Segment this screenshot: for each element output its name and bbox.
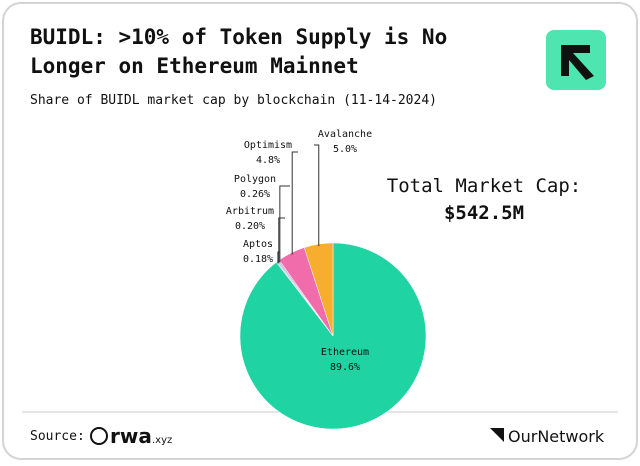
source-label: Source: — [30, 429, 85, 444]
chart-title: Longer on Ethereum Mainnet — [30, 54, 359, 78]
source-logo: rwa — [110, 424, 152, 448]
slice-label: Ethereum — [321, 347, 369, 358]
slice-label: Optimism — [244, 140, 292, 151]
leader-line — [279, 185, 290, 263]
annotation-label: Total Market Cap: — [387, 175, 581, 197]
chart-title: BUIDL: >10% of Token Supply is No — [30, 25, 447, 49]
slice-value: 0.18% — [243, 254, 273, 265]
leader-line — [278, 217, 285, 263]
slice-label: Arbitrum — [226, 206, 274, 217]
slice-value: 4.8% — [256, 155, 280, 166]
slice-value: 0.26% — [240, 189, 270, 200]
slice-value: 0.20% — [235, 221, 265, 232]
brand-name: OurNetwork — [508, 427, 605, 446]
card — [2, 2, 638, 460]
slice-label: Avalanche — [318, 129, 372, 140]
source-logo-suffix: .xyz — [152, 435, 172, 446]
chart-subtitle: Share of BUIDL market cap by blockchain … — [30, 93, 437, 108]
slice-label: Polygon — [234, 174, 276, 185]
annotation-value: $542.5M — [444, 202, 524, 224]
leader-line — [314, 144, 320, 247]
brand-logo — [546, 30, 606, 90]
slice-value: 5.0% — [333, 144, 357, 155]
leader-line — [291, 151, 298, 255]
slice-value: 89.6% — [330, 362, 360, 373]
slice-label: Aptos — [243, 239, 273, 250]
leader-line — [277, 251, 280, 264]
source-icon — [90, 427, 108, 445]
brand-icon — [490, 428, 504, 442]
